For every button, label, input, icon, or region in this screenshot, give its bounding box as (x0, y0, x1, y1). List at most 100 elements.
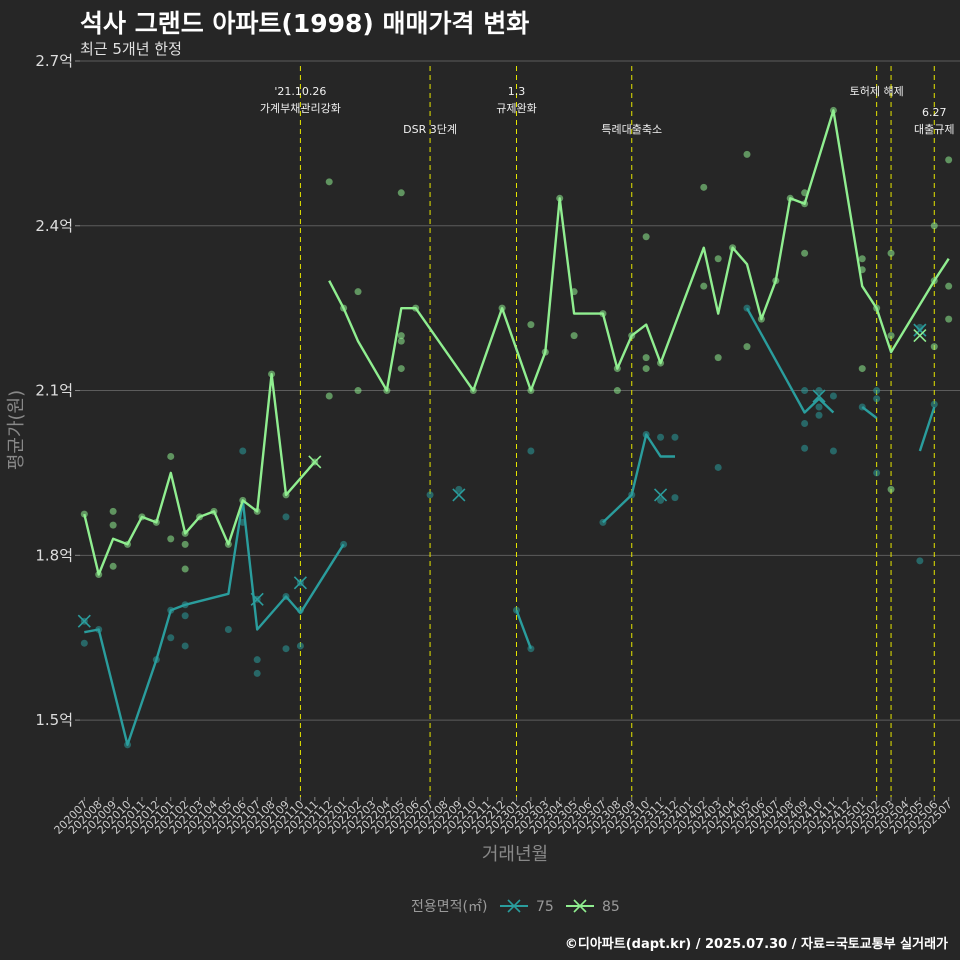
data-point-85 (887, 249, 895, 257)
data-point-85 (167, 535, 175, 543)
legend: 전용면적(㎡) 75 85 (411, 899, 620, 915)
data-point-85 (181, 540, 189, 548)
data-point-75 (282, 513, 290, 521)
y-tick-label: 1.5억 (35, 711, 73, 729)
legend-marker (573, 899, 587, 913)
data-point-75 (801, 420, 809, 427)
data-point-85 (397, 337, 405, 345)
data-point-75 (815, 387, 823, 395)
mean-marker-stroke (452, 488, 466, 502)
data-point-75 (181, 612, 189, 620)
event-label: 대출규제 (914, 123, 954, 136)
data-point-75 (167, 634, 175, 642)
mean-marker-75 (653, 488, 668, 502)
data-point-75 (815, 403, 823, 411)
data-point-85 (109, 507, 117, 515)
data-point-85 (743, 343, 751, 351)
mean-marker-stroke (308, 455, 322, 469)
data-point-75 (815, 411, 823, 419)
chart-title: 석사 그랜드 아파트(1998) 매매가격 변화 (80, 9, 530, 38)
data-point-85 (945, 315, 953, 323)
mean-marker-75 (452, 488, 466, 502)
mean-marker-75 (913, 323, 927, 337)
mean-marker-stroke (913, 329, 927, 343)
data-point-85 (700, 282, 708, 290)
data-point-85 (714, 255, 722, 263)
x-axis-title: 거래년월 (482, 844, 548, 865)
y-axis-title: 평균가(원) (6, 390, 27, 470)
legend-item-75: 75 (500, 899, 554, 915)
event-label: 1.3 (508, 85, 526, 98)
series-lines (83, 109, 950, 746)
data-point-85 (642, 365, 650, 373)
chart-subtitle: 최근 5개년 한정 (80, 40, 182, 58)
data-point-75 (296, 642, 304, 650)
data-point-85 (181, 565, 189, 573)
y-axis-ticks: 1.5억 1.8억 2.1억 2.4억 2.7억 (35, 52, 73, 729)
legend-item-85: 85 (566, 899, 620, 915)
legend-label: 85 (602, 899, 620, 915)
data-point-75 (801, 444, 809, 452)
legend-marker (507, 899, 521, 913)
data-point-85 (109, 562, 117, 570)
data-point-75 (671, 433, 679, 441)
data-point-85 (642, 354, 650, 362)
mean-marker-stroke (913, 323, 927, 337)
data-point-75 (239, 447, 247, 455)
legend-title: 전용면적(㎡) (411, 899, 487, 915)
mean-marker-stroke (77, 614, 91, 628)
data-point-75 (714, 463, 722, 471)
data-point-85 (167, 452, 175, 460)
data-point-75 (282, 645, 290, 653)
mean-marker-stroke (653, 488, 668, 502)
data-point-75 (829, 447, 837, 455)
data-point-85 (714, 354, 722, 362)
data-point-85 (642, 233, 650, 241)
event-label: 토허제 해제 (850, 84, 904, 98)
data-point-75 (80, 639, 88, 647)
data-point-85 (945, 282, 953, 290)
y-tick-label: 1.8억 (35, 546, 73, 564)
data-point-75 (873, 387, 881, 395)
data-point-85 (887, 485, 895, 493)
data-point-85 (613, 387, 621, 395)
data-point-85 (945, 156, 953, 164)
data-point-85 (325, 392, 333, 400)
event-label: 가계부채관리강화 (260, 102, 341, 115)
data-point-85 (397, 332, 405, 340)
data-point-85 (700, 183, 708, 191)
event-label: '21.10.26 (274, 85, 326, 98)
data-point-75 (253, 656, 261, 664)
y-tick-label: 2.7억 (35, 52, 73, 70)
data-point-75 (671, 494, 679, 502)
data-point-85 (354, 288, 362, 296)
series-line-85 (328, 109, 950, 392)
series-line-75 (84, 499, 345, 746)
event-label: 규제완화 (496, 102, 536, 115)
data-point-75 (426, 491, 434, 499)
data-point-85 (858, 255, 866, 263)
data-point-85 (527, 321, 535, 329)
event-label: 6.27 (922, 106, 947, 119)
mean-marker-stroke (293, 576, 307, 590)
data-point-85 (397, 189, 405, 197)
data-point-75 (873, 469, 881, 477)
legend-label: 75 (536, 899, 554, 915)
y-tick-label: 2.4억 (35, 217, 73, 235)
data-point-85 (743, 150, 751, 158)
series-line-75 (515, 609, 533, 650)
y-tick-label: 2.1억 (35, 382, 73, 400)
event-label: DSR 3단계 (403, 123, 457, 136)
mean-marker-stroke (250, 592, 264, 606)
x-axis-ticks: 2020072020082020092020102020112020122021… (52, 797, 955, 837)
data-point-75 (657, 433, 665, 441)
event-label: 특례대출축소 (601, 123, 662, 136)
data-point-75 (455, 485, 463, 493)
data-point-75 (253, 669, 261, 677)
data-point-75 (916, 557, 924, 565)
data-point-85 (858, 365, 866, 373)
data-point-75 (224, 625, 232, 633)
series-line-85 (83, 372, 316, 576)
